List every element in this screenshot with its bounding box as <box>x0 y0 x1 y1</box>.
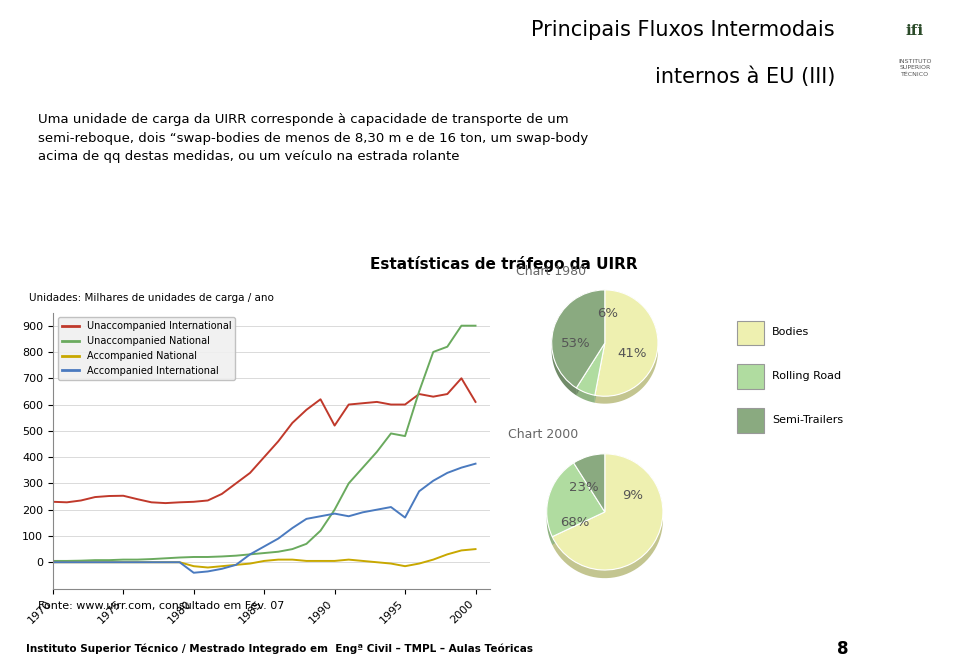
Text: Unidades: Milhares de unidades de carga / ano: Unidades: Milhares de unidades de carga … <box>29 293 274 303</box>
Text: Uma unidade de carga da UIRR corresponde à capacidade de transporte de um
semi-r: Uma unidade de carga da UIRR corresponde… <box>38 113 588 163</box>
FancyBboxPatch shape <box>737 321 764 345</box>
Polygon shape <box>574 463 605 512</box>
Text: Sessão 4 –Integração nos processos de produção: Sessão 4 –Integração nos processos de pr… <box>910 220 920 477</box>
Text: Instituto Superior Técnico / Mestrado Integrado em  Engª Civil – TMPL – Aulas Te: Instituto Superior Técnico / Mestrado In… <box>26 644 533 654</box>
Wedge shape <box>595 290 658 396</box>
Text: Chart 2000: Chart 2000 <box>508 428 578 441</box>
Wedge shape <box>552 290 605 388</box>
Wedge shape <box>552 454 663 570</box>
Text: internos à EU (III): internos à EU (III) <box>655 66 835 87</box>
Text: Fonte: www.uirr.com, consultado em Fev. 07: Fonte: www.uirr.com, consultado em Fev. … <box>38 601 285 612</box>
Text: ifi: ifi <box>906 24 924 38</box>
Text: Principais Fluxos Intermodais: Principais Fluxos Intermodais <box>531 20 835 40</box>
Text: 53%: 53% <box>561 336 590 350</box>
Legend: Unaccompanied International, Unaccompanied National, Accompanied National, Accom: Unaccompanied International, Unaccompani… <box>58 317 235 380</box>
Text: Estatísticas de tráfego da UIRR: Estatísticas de tráfego da UIRR <box>371 256 637 273</box>
Polygon shape <box>595 343 605 403</box>
Text: 23%: 23% <box>569 481 599 494</box>
Polygon shape <box>552 512 605 545</box>
Polygon shape <box>576 343 605 396</box>
FancyBboxPatch shape <box>737 408 764 433</box>
Wedge shape <box>576 343 605 395</box>
Text: 6%: 6% <box>597 307 618 321</box>
FancyBboxPatch shape <box>737 364 764 389</box>
Text: Chart 1980: Chart 1980 <box>516 265 586 278</box>
Wedge shape <box>574 454 605 512</box>
Text: INSTITUTO
SUPERIOR
TÉCNICO: INSTITUTO SUPERIOR TÉCNICO <box>899 59 931 76</box>
Polygon shape <box>552 290 605 396</box>
Polygon shape <box>595 343 605 403</box>
Polygon shape <box>552 512 605 545</box>
Wedge shape <box>546 463 605 537</box>
Polygon shape <box>546 463 574 545</box>
Text: Semi-Trailers: Semi-Trailers <box>772 415 843 425</box>
Text: Rolling Road: Rolling Road <box>772 371 841 381</box>
Text: 8: 8 <box>836 640 848 658</box>
Polygon shape <box>595 290 658 404</box>
Text: Bodies: Bodies <box>772 327 809 337</box>
Polygon shape <box>576 388 595 403</box>
Text: 41%: 41% <box>617 346 647 360</box>
Text: 9%: 9% <box>622 489 643 503</box>
Text: 68%: 68% <box>560 516 589 529</box>
Polygon shape <box>552 454 663 578</box>
Polygon shape <box>576 343 605 396</box>
